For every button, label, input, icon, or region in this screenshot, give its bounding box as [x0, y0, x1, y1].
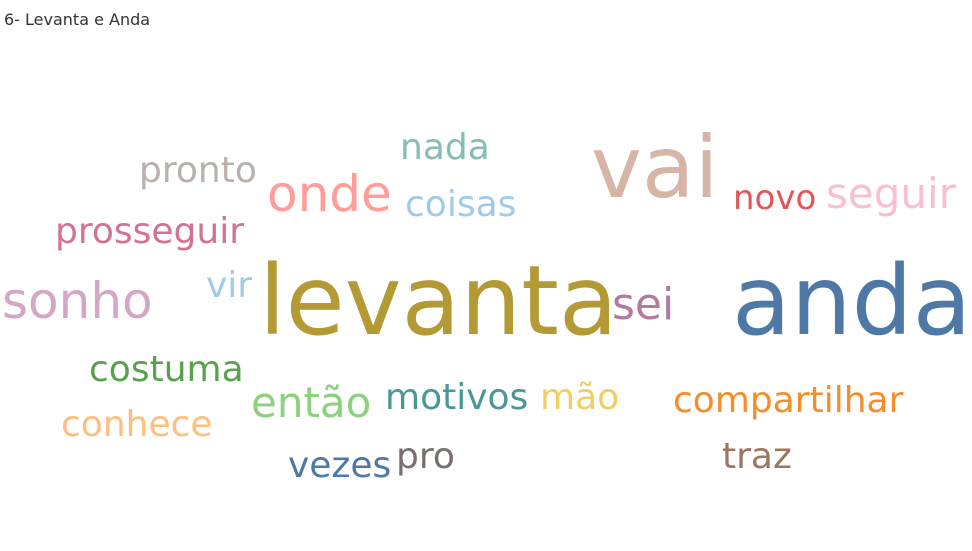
word-pro: pro	[396, 436, 455, 477]
word-costuma: costuma	[89, 349, 244, 390]
word-conhece: conhece	[61, 404, 213, 445]
word-onde: onde	[267, 165, 392, 223]
word-levanta: levanta	[259, 245, 618, 357]
word-seguir: seguir	[826, 169, 957, 218]
word-sei: sei	[612, 279, 674, 330]
word-anda: anda	[732, 245, 971, 357]
word-vai: vai	[591, 118, 719, 218]
word-vir: vir	[206, 265, 252, 306]
chart-title: 6- Levanta e Anda	[4, 10, 151, 29]
word-compartilhar: compartilhar	[673, 380, 904, 421]
word-prosseguir: prosseguir	[55, 211, 244, 252]
word-vezes: vezes	[288, 445, 391, 486]
word-motivos: motivos	[385, 377, 528, 418]
word-sonho: sonho	[2, 272, 153, 330]
word-novo: novo	[733, 178, 816, 218]
word-entao: então	[251, 378, 371, 427]
word-nada: nada	[400, 127, 490, 168]
word-pronto: pronto	[139, 150, 257, 191]
word-traz: traz	[722, 436, 792, 477]
word-mao: mão	[540, 377, 619, 418]
word-coisas: coisas	[405, 184, 516, 225]
